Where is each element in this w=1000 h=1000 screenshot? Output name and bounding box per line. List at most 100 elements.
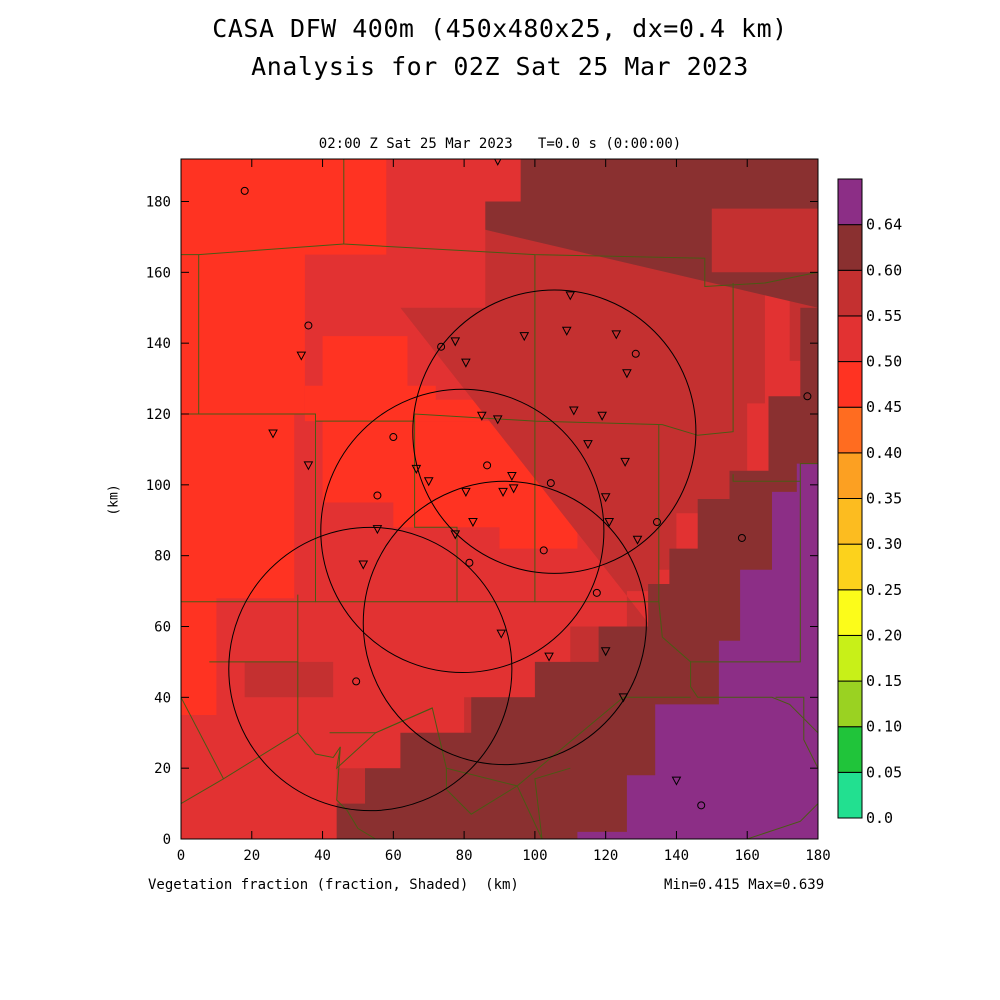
y-axis-label: (km) [106,484,122,516]
colorbar-swatch [837,178,863,226]
county-boundary [747,803,818,839]
station-triangle-marker [508,484,519,494]
field-region [577,463,818,839]
y-axis-tick-label: 160 [146,265,171,281]
station-triangle-marker [618,693,629,703]
colorbar-label: 0.40 [866,444,902,462]
x-axis-tick-label: 60 [385,848,402,864]
colorbar-swatch [837,269,863,317]
colorbar-swatch [837,771,863,819]
chart-title: CASA DFW 400m (450x480x25, dx=0.4 km) [212,14,788,43]
station-circle-marker [240,186,249,195]
station-triangle-marker [303,461,314,471]
radar-rings-layer [228,289,697,812]
county-boundary [329,707,433,734]
station-triangle-marker [461,487,471,497]
station-circle-marker [389,433,398,442]
colorbar-label: 0.45 [866,398,902,416]
field-region [322,421,578,549]
colorbar-label: 0.60 [866,261,902,279]
station-triangle-marker [296,351,307,361]
station-triangle-marker [268,429,278,439]
colorbar-label: 0.15 [866,672,902,690]
colorbar-label: 0.50 [866,353,902,371]
colorbar-swatch [837,498,863,545]
station-triangle-marker [450,337,461,347]
colorbar: 0.0 0.05 0.10 0.15 0.20 0.25 0.30 0.35 0.40 0.45 0… [837,178,902,827]
station-triangle-marker [423,477,434,487]
station-triangle-marker [507,471,517,482]
station-triangle-marker [519,332,530,342]
station-triangle-marker [600,647,611,657]
field-region [304,321,666,422]
station-circle-marker [546,479,555,488]
station-circle-marker [483,461,492,470]
colorbar-label: 0.20 [866,626,902,644]
y-axis-tick-label: 60 [154,620,171,636]
station-triangle-marker [411,464,422,474]
county-boundary [336,746,376,839]
station-triangle-marker [632,535,643,545]
station-circle-marker [697,801,706,810]
y-axis-tick-label: 20 [154,761,171,777]
colorbar-label: 0.55 [866,307,902,325]
station-triangle-marker [597,411,607,421]
station-triangle-marker [498,487,508,497]
station-triangle-marker [611,330,622,340]
station-circle-marker [304,321,313,330]
colorbar-swatch [837,224,863,271]
field-region [244,661,334,698]
colorbar-swatch [837,452,863,500]
field-description: Vegetation fraction (fraction, Shaded) (… [148,877,519,893]
station-triangle-marker [450,530,461,540]
station-triangle-marker [544,652,554,662]
colorbar-swatch [837,543,863,591]
colorbar-swatch [837,589,863,636]
colorbar-label: 0.64 [866,216,902,234]
county-boundary [315,421,458,603]
station-circle-marker [803,392,812,401]
county-boundary [445,768,518,815]
colorbar-swatch [837,680,863,728]
x-axis-tick-label: 0 [177,848,185,864]
station-triangle-marker [565,291,576,301]
county-boundary [181,661,299,780]
station-triangle-marker [604,518,615,528]
county-boundary [775,696,818,769]
min-max-label: Min=0.415 Max=0.639 [664,877,825,893]
station-triangle-marker [600,493,611,503]
county-boundary [534,767,571,839]
x-axis-tick-label: 20 [243,848,260,864]
y-axis-tick-label: 40 [154,690,171,706]
county-boundary [181,778,224,805]
station-triangle-marker [476,411,487,421]
station-triangle-marker [671,776,682,786]
field-region [181,159,387,715]
station-circle-marker [631,349,640,358]
x-axis-tick-label: 100 [522,848,547,864]
station-triangle-marker [358,560,369,570]
station-triangle-marker [492,415,503,425]
x-axis-tick-label: 120 [593,848,618,864]
colorbar-swatch [837,315,863,363]
station-circle-marker [652,518,661,527]
x-axis-tick-label: 140 [664,848,689,864]
station-circle-marker [465,558,474,567]
radar-range-ring [362,480,647,766]
station-circle-marker [592,588,601,597]
colorbar-swatch [837,361,863,408]
colorbar-swatch [837,634,863,682]
station-triangle-marker [583,440,593,450]
station-triangle-marker [622,369,632,379]
station-triangle-marker [620,457,630,467]
field-region [336,159,818,839]
station-circle-marker [437,342,446,351]
station-circle-marker [373,491,382,500]
colorbar-swatch [837,406,863,454]
colorbar-label: 0.05 [866,763,902,781]
colorbar-label: 0.35 [866,490,902,508]
station-triangle-marker [468,518,478,528]
shaded-field-layer [181,159,818,839]
valid-time-label: 02:00 Z Sat 25 Mar 2023 T=0.0 s (0:00:00… [318,136,682,152]
